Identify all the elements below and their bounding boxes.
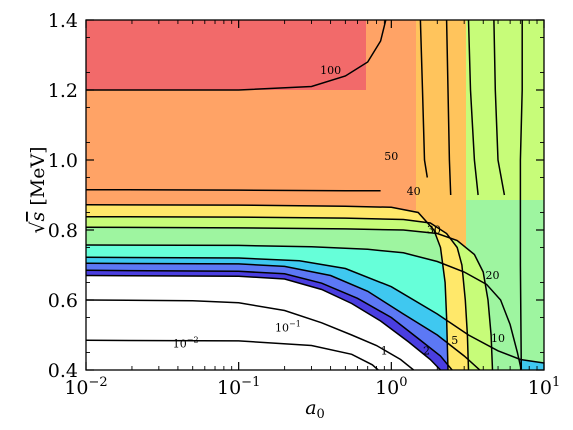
contour-line-layer xyxy=(86,20,544,370)
y-tick-label: 1.4 xyxy=(48,10,78,32)
contour-label-40: 40 xyxy=(407,185,421,198)
x-axis-label: a0 xyxy=(305,397,325,422)
band-20-30 xyxy=(86,227,522,370)
contour-label-50: 50 xyxy=(384,150,398,163)
contour-label-layer: 10−2 10−1 1 2 5 10 20 30 40 50 100 xyxy=(173,64,505,357)
x-tick-label: 10−1 xyxy=(217,375,260,399)
contour-label-20: 20 xyxy=(486,269,500,282)
contour-line-right-1 xyxy=(419,20,429,178)
contour-label-0p01: 10−2 xyxy=(173,335,199,350)
y-tick-label: 0.8 xyxy=(48,220,78,242)
contour-label-1: 1 xyxy=(381,344,388,357)
contour-line-40 xyxy=(86,215,470,370)
contour-line-10 xyxy=(86,256,544,364)
contour-line-0p1 xyxy=(86,299,415,370)
contour-line-2 xyxy=(86,269,453,370)
contour-label-10: 10 xyxy=(491,332,505,345)
contour-line-5 xyxy=(86,262,481,370)
contour-line-right-4 xyxy=(493,20,506,196)
x-axis: 10−2 10−1 100 101 xyxy=(64,20,560,399)
plot-frame xyxy=(85,19,545,371)
y-tick-label: 0.4 xyxy=(48,360,78,382)
contour-line-100 xyxy=(86,20,387,91)
contour-line-30 xyxy=(86,226,494,370)
contour-line-right-5 xyxy=(519,20,523,370)
y-tick-label: 1.0 xyxy=(48,150,78,172)
band-below-1 xyxy=(86,275,441,370)
contour-line-20 xyxy=(86,244,523,370)
contour-label-0p1: 10−1 xyxy=(275,320,301,335)
contour-line-50 xyxy=(86,204,449,370)
y-axis: 0.4 0.6 0.8 1.0 1.2 1.4 xyxy=(48,10,544,382)
contour-line-right-2 xyxy=(445,20,452,196)
region-top-red xyxy=(86,20,366,90)
contour-line-1 xyxy=(86,274,442,370)
contour-label-100: 100 xyxy=(320,64,341,77)
contour-line-50 xyxy=(86,188,381,192)
svg-text:√s [MeV]: √s [MeV] xyxy=(27,146,49,233)
y-axis-label: √s [MeV] xyxy=(27,146,49,233)
contour-line-0p01 xyxy=(86,339,379,370)
y-tick-label: 1.2 xyxy=(48,80,78,102)
contour-label-2: 2 xyxy=(423,344,430,357)
contour-line-right-3 xyxy=(467,20,479,196)
x-tick-label: 101 xyxy=(528,375,560,399)
y-tick-label: 0.6 xyxy=(48,290,78,312)
x-tick-label: 100 xyxy=(375,375,407,399)
x-tick-label: 10−2 xyxy=(64,375,107,399)
contour-label-30: 30 xyxy=(427,224,441,237)
contour-label-5: 5 xyxy=(451,334,458,347)
